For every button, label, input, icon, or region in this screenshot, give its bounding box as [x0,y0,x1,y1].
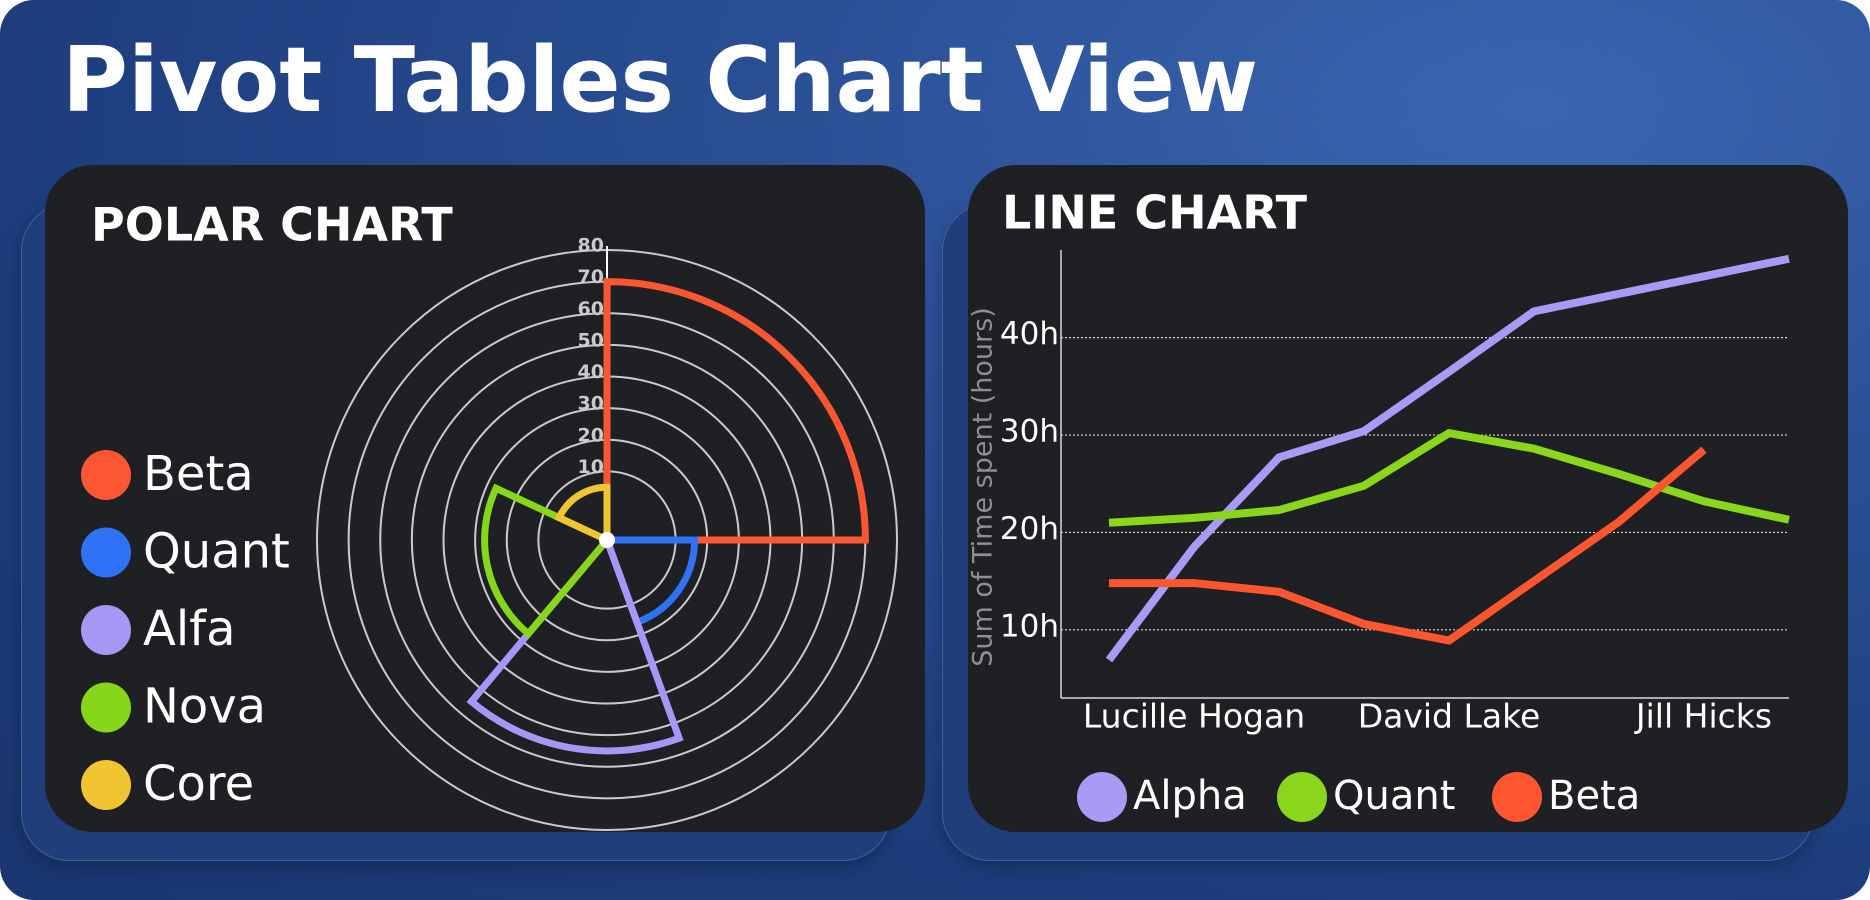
line-series [1108,428,1790,527]
x-tick-label: Lucille Hogan [1083,697,1305,736]
legend-label: Beta [143,446,254,502]
x-tick-label: David Lake [1358,697,1541,736]
y-tick-label: 10h [1000,608,1059,644]
chart-title: LINE CHART [1002,186,1308,240]
y-tick-label: 40h [1000,316,1059,352]
legend-swatch [1492,772,1542,822]
legend-swatch [81,682,131,733]
r-tick-label: 20 [578,424,604,446]
page-title: Pivot Tables Chart View [62,28,1258,133]
r-tick-label: 10 [578,456,604,478]
legend-label: Alfa [143,601,235,657]
legend-label: Quant [143,524,290,580]
chart-title: POLAR CHART [91,198,453,252]
legend-swatch [81,450,131,500]
legend-swatch [81,527,131,578]
r-tick-label: 50 [578,329,604,351]
r-tick-label: 40 [578,361,604,383]
legend-swatch [1277,772,1327,822]
r-tick-label: 60 [578,298,604,320]
y-axis-title: Sum of Time spent (hours) [968,307,999,666]
legend-swatch [1077,772,1127,822]
legend-swatch [81,760,131,810]
polar-sector [602,536,699,627]
r-tick-label: 30 [578,393,604,415]
r-tick-label: 70 [578,266,604,288]
polar-sector [554,483,611,546]
r-tick-label: 80 [578,235,604,257]
legend-label: Core [143,756,254,812]
legend-label: Nova [143,679,266,735]
y-tick-label: 20h [1000,511,1059,547]
legend-label: Beta [1548,773,1640,819]
center-dot [599,532,615,548]
polar-sector [603,278,869,544]
legend-swatch [81,605,131,655]
legend-label: Quant [1333,773,1455,819]
polar-sector [481,483,613,639]
legend-label: Alpha [1133,773,1247,819]
x-tick-label: Jill Hicks [1634,697,1772,736]
y-tick-label: 30h [1000,414,1059,450]
line-series [1109,446,1707,645]
polar-sector [466,533,684,755]
